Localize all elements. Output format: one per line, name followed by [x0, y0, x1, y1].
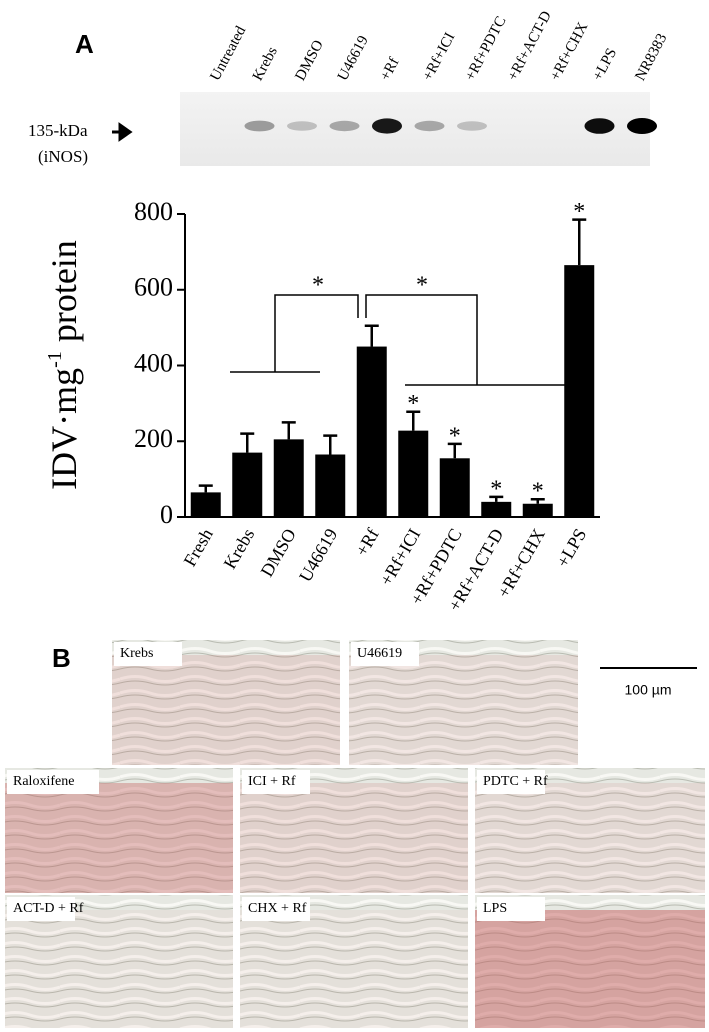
micrograph-caption-bg	[114, 642, 182, 666]
blot-band	[457, 121, 487, 131]
stain	[112, 655, 340, 765]
stain	[240, 910, 468, 1028]
micrograph-caption-bg	[242, 897, 310, 921]
error-bar	[240, 432, 255, 453]
error-bar	[281, 421, 296, 440]
blot-band	[329, 120, 360, 132]
x-tick-label: Krebs	[219, 525, 258, 572]
micrograph-caption: U46619	[357, 646, 402, 661]
stain	[475, 783, 705, 893]
micrograph-caption-bg	[242, 770, 310, 794]
y-label-part: protein	[44, 240, 84, 351]
micrograph-caption: CHX + Rf	[248, 901, 307, 916]
lane-label: DMSO	[292, 38, 327, 84]
lane-label: NR8383	[632, 31, 670, 83]
stain	[5, 910, 233, 1028]
bar	[564, 265, 595, 517]
lane-label: Untreated	[207, 23, 249, 83]
y-axis-label: IDV·mg-1 protein	[44, 240, 85, 490]
x-tick-label: U46619	[295, 525, 341, 585]
blot-band	[584, 118, 615, 134]
blot-band	[372, 118, 402, 134]
significance-star: *	[407, 391, 419, 417]
error-bar	[198, 484, 213, 493]
error-bar	[489, 495, 504, 502]
micrograph-caption: LPS	[483, 901, 507, 916]
significance-star: *	[312, 273, 324, 299]
error-bar	[447, 442, 462, 459]
y-label-part: -1	[44, 351, 66, 368]
stain	[5, 783, 233, 893]
micrograph-caption: ICI + Rf	[248, 774, 296, 789]
blot-band	[627, 118, 657, 134]
x-tick-label: DMSO	[256, 525, 299, 580]
lane-label: +Rf+CHX	[547, 20, 591, 84]
lane-label: Krebs	[250, 44, 281, 83]
significance-star: *	[490, 476, 502, 502]
blot-band	[287, 121, 317, 131]
bar	[273, 439, 304, 517]
lane-label: +Rf	[377, 55, 402, 83]
bar	[356, 346, 387, 517]
micrograph-caption: ACT-D + Rf	[13, 901, 84, 916]
error-bar	[530, 497, 545, 504]
error-bar	[323, 434, 338, 455]
blot-protein: (iNOS)	[38, 147, 88, 166]
y-tick-label: 600	[134, 273, 173, 302]
lane-label: +LPS	[590, 46, 620, 84]
x-tick-label: +Rf	[351, 525, 382, 559]
micrograph-caption-bg	[351, 642, 419, 666]
x-tick-label: Fresh	[179, 525, 216, 570]
error-bar	[364, 324, 379, 347]
y-tick-label: 0	[160, 500, 173, 529]
significance-star: *	[449, 423, 461, 449]
significance-star: *	[532, 479, 544, 505]
lane-label: +Rf+ICI	[420, 30, 459, 83]
lane-label: U46619	[335, 33, 372, 83]
significance-star: *	[573, 199, 585, 225]
micrograph-caption-bg	[7, 770, 99, 794]
bar	[481, 501, 512, 517]
stain	[475, 910, 705, 1028]
stain	[240, 783, 468, 893]
panel-label: B	[52, 643, 71, 673]
panel-label: A	[75, 29, 94, 59]
micrograph-caption: Krebs	[120, 646, 153, 661]
bar	[522, 503, 553, 517]
bar	[439, 458, 470, 517]
y-tick-label: 400	[134, 348, 173, 377]
significance-brackets	[230, 294, 580, 386]
bar	[190, 492, 221, 517]
lane-label: +Rf+PDTC	[462, 14, 509, 84]
blot-marker: 135-kDa	[28, 121, 88, 140]
bar	[315, 454, 346, 517]
y-label-part: IDV·mg	[44, 368, 84, 490]
y-tick-label: 800	[134, 197, 173, 226]
micrograph-caption-bg	[7, 897, 75, 921]
error-bar	[406, 410, 421, 431]
micrograph-caption: PDTC + Rf	[483, 774, 548, 789]
significance-star: *	[416, 273, 428, 299]
micrograph-caption-bg	[477, 770, 545, 794]
micrograph-caption: Raloxifene	[13, 774, 74, 789]
blot-band	[244, 120, 275, 132]
lane-label: +Rf+ACT-D	[505, 8, 555, 83]
bar	[232, 452, 263, 517]
blot-band	[414, 120, 445, 132]
scale-label: 100 µm	[625, 682, 672, 698]
blot	[180, 92, 650, 166]
arrow	[112, 122, 133, 142]
y-tick-label: 200	[134, 424, 173, 453]
error-bar	[572, 218, 587, 266]
stain	[349, 655, 578, 765]
x-tick-label: +LPS	[552, 525, 590, 571]
micrograph-caption-bg	[477, 897, 545, 921]
bar	[398, 430, 429, 517]
